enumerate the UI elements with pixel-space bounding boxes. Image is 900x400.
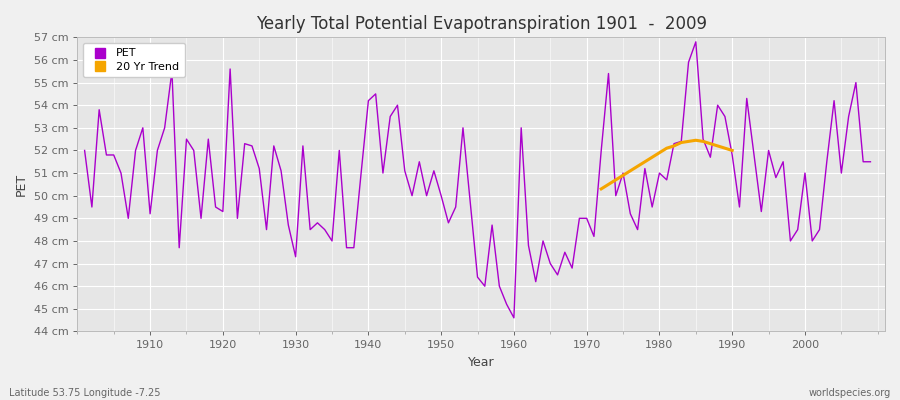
Title: Yearly Total Potential Evapotranspiration 1901  -  2009: Yearly Total Potential Evapotranspiratio… (256, 15, 706, 33)
Text: Latitude 53.75 Longitude -7.25: Latitude 53.75 Longitude -7.25 (9, 388, 160, 398)
Y-axis label: PET: PET (15, 173, 28, 196)
Legend: PET, 20 Yr Trend: PET, 20 Yr Trend (83, 43, 184, 77)
Text: worldspecies.org: worldspecies.org (809, 388, 891, 398)
X-axis label: Year: Year (468, 356, 494, 369)
